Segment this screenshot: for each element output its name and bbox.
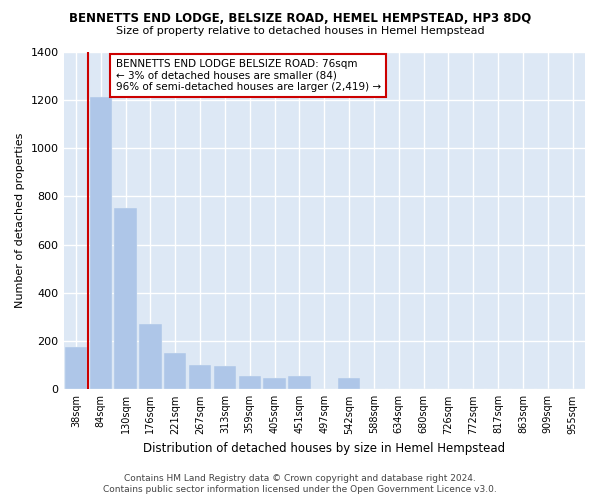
Bar (189, 365, 211, 390)
Text: Contains HM Land Registry data © Crown copyright and database right 2024.
Contai: Contains HM Land Registry data © Crown c… (103, 474, 497, 494)
Bar (263, 378, 286, 390)
Bar (139, 324, 161, 390)
Bar (239, 376, 261, 390)
Text: BENNETTS END LODGE BELSIZE ROAD: 76sqm
← 3% of detached houses are smaller (84)
: BENNETTS END LODGE BELSIZE ROAD: 76sqm ←… (116, 58, 381, 92)
Bar (288, 376, 311, 390)
Text: BENNETTS END LODGE, BELSIZE ROAD, HEMEL HEMPSTEAD, HP3 8DQ: BENNETTS END LODGE, BELSIZE ROAD, HEMEL … (69, 12, 531, 26)
Y-axis label: Number of detached properties: Number of detached properties (15, 132, 25, 308)
Bar (214, 366, 236, 390)
Bar (115, 208, 137, 390)
Bar (65, 347, 87, 390)
Bar (89, 98, 112, 390)
Bar (338, 378, 360, 390)
X-axis label: Distribution of detached houses by size in Hemel Hempstead: Distribution of detached houses by size … (143, 442, 505, 455)
Text: Size of property relative to detached houses in Hemel Hempstead: Size of property relative to detached ho… (116, 26, 484, 36)
Bar (164, 353, 187, 390)
